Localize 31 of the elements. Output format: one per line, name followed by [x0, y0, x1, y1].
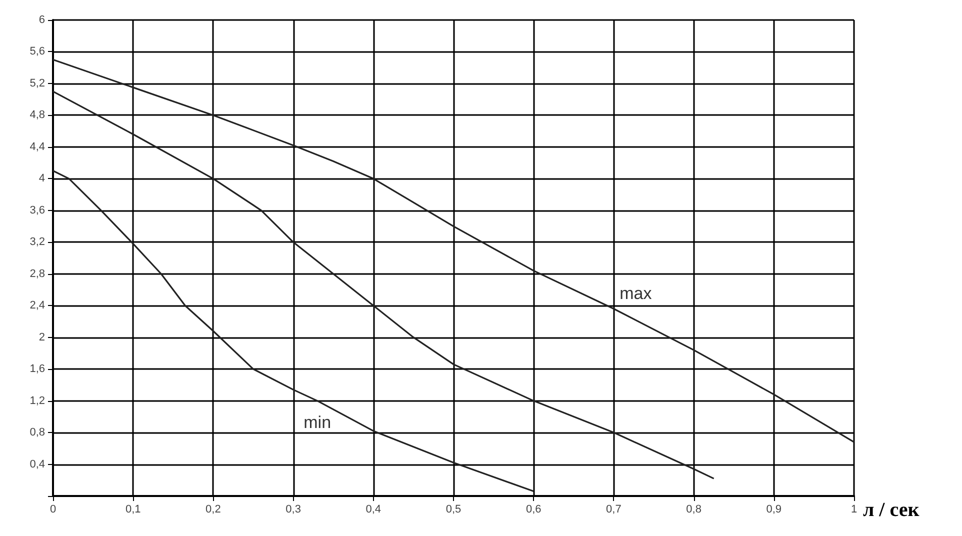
x-tick-label: 0,4 [366, 504, 382, 516]
y-tick-label: 5,6 [30, 46, 45, 58]
x-tick-label: 0,1 [125, 504, 141, 516]
y-tick-label: 6 [38, 14, 45, 26]
x-tick-label: 0,8 [686, 504, 702, 516]
x-tick-label: 0,2 [206, 504, 221, 516]
x-tick-label: 0,6 [526, 504, 542, 516]
y-tick-label: 2,8 [30, 268, 45, 280]
line-series [52, 170, 534, 492]
y-tick-label: 5,2 [30, 77, 45, 90]
y-tick-label: 0,4 [30, 458, 45, 470]
y-tick-label: 2 [38, 331, 45, 344]
y-tick-label: 3,6 [30, 204, 45, 216]
x-tick-label: 0,5 [446, 504, 462, 516]
y-tick-label: 1,6 [30, 363, 45, 376]
y-tick-label: 1,2 [30, 394, 45, 407]
series-label: max [620, 284, 652, 303]
y-tick-label: 2,4 [30, 300, 45, 312]
y-tick-label: 3,2 [30, 236, 45, 248]
x-tick-label: 0 [50, 504, 56, 516]
y-tick-label: 4 [38, 172, 45, 185]
x-tick-label: 0,7 [606, 504, 622, 516]
x-tick-label: 0,3 [286, 504, 301, 516]
line-series [52, 90, 715, 480]
x-tick-label: 0,9 [766, 504, 782, 516]
y-tick-label: 4,8 [30, 109, 45, 122]
x-tick-label: 1 [850, 504, 858, 516]
y-tick-label: 4,4 [30, 140, 45, 153]
series-label: min [304, 412, 332, 432]
x-axis-title: л / сек [862, 499, 920, 521]
y-tick-label: 0,8 [30, 426, 45, 439]
